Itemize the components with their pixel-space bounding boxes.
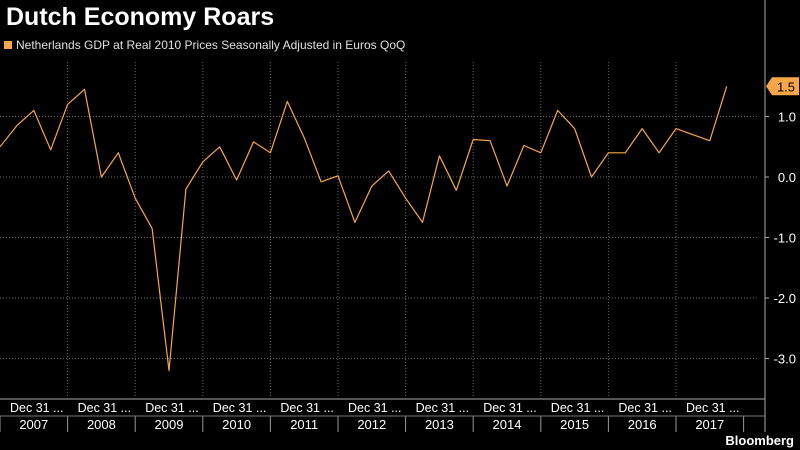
x-tick-label: Dec 31 ...	[145, 401, 199, 415]
x-tick-label: Dec 31 ...	[10, 401, 64, 415]
chart-title: Dutch Economy Roars	[6, 3, 275, 31]
year-label: 2007	[19, 417, 48, 432]
year-label: 2013	[425, 417, 454, 432]
year-label: 2008	[87, 417, 116, 432]
last-value-callout	[766, 77, 799, 96]
x-tick-label: Dec 31 ...	[618, 401, 672, 415]
year-label: 2010	[222, 417, 251, 432]
y-tick-label: -2.0	[774, 291, 796, 306]
year-label: 2017	[695, 417, 724, 432]
last-value-label: 1.5	[777, 79, 795, 94]
bloomberg-logo: Bloomberg	[725, 433, 794, 448]
year-label: 2011	[290, 417, 318, 432]
y-tick-label: -3.0	[774, 352, 796, 367]
year-label: 2009	[155, 417, 184, 432]
x-tick-label: Dec 31 ...	[483, 401, 537, 415]
x-tick-label: Dec 31 ...	[686, 401, 740, 415]
x-tick-label: Dec 31 ...	[348, 401, 402, 415]
legend: Netherlands GDP at Real 2010 Prices Seas…	[4, 38, 405, 52]
y-tick-label: -1.0	[774, 231, 796, 246]
gdp-series-line	[0, 86, 728, 372]
year-label: 2014	[493, 417, 522, 432]
year-label: 2016	[628, 417, 657, 432]
legend-swatch	[4, 41, 12, 49]
x-tick-label: Dec 31 ...	[551, 401, 605, 415]
y-tick-label: 1.0	[778, 110, 796, 125]
x-tick-label: Dec 31 ...	[416, 401, 470, 415]
x-tick-label: Dec 31 ...	[78, 401, 132, 415]
y-tick-label: 0.0	[778, 170, 796, 185]
year-label: 2012	[357, 417, 386, 432]
x-tick-label: Dec 31 ...	[213, 401, 266, 415]
legend-label: Netherlands GDP at Real 2010 Prices Seas…	[16, 38, 406, 52]
year-label: 2015	[560, 417, 589, 432]
x-tick-label: Dec 31 ...	[280, 401, 334, 415]
